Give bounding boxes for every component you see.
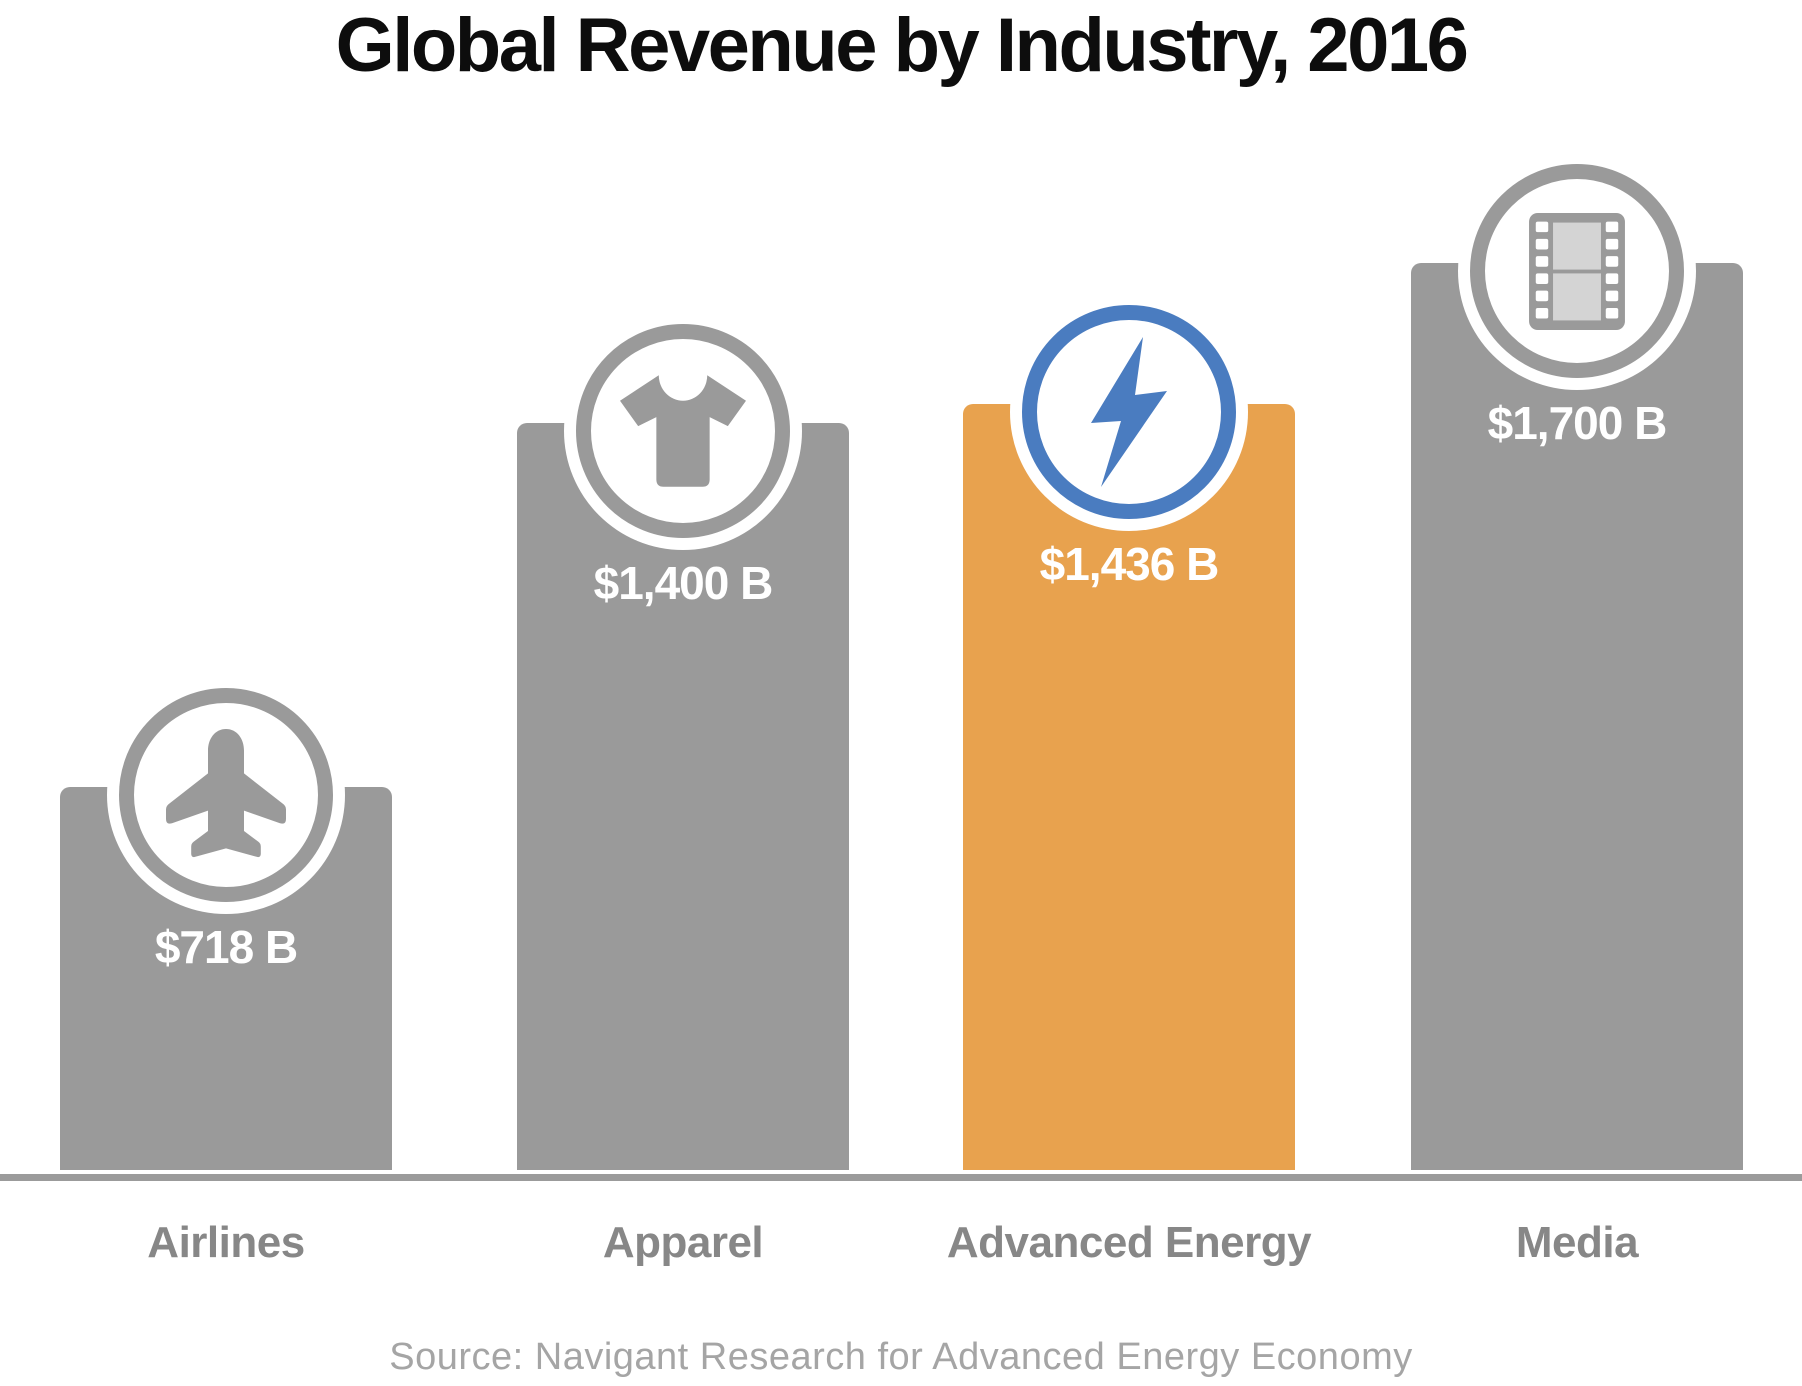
value-label-apparel: $1,400 B bbox=[593, 557, 774, 609]
category-label-apparel: Apparel bbox=[602, 1218, 764, 1267]
icon-ring-apparel bbox=[576, 324, 790, 538]
chart-title: Global Revenue by Industry, 2016 bbox=[335, 3, 1469, 88]
x-axis-line bbox=[0, 1174, 1802, 1181]
lightning-icon bbox=[1091, 337, 1167, 487]
icon-badge-airlines bbox=[107, 676, 345, 914]
bar-advanced-energy bbox=[963, 404, 1295, 1170]
icon-badge-apparel bbox=[564, 312, 802, 550]
category-label-media: Media bbox=[1515, 1218, 1639, 1267]
value-label-advanced-energy: $1,436 B bbox=[1039, 538, 1220, 590]
airplane-icon bbox=[166, 729, 286, 858]
icon-ring-airlines bbox=[119, 688, 333, 902]
icon-badge-advanced-energy bbox=[1010, 293, 1248, 531]
value-label-media: $1,700 B bbox=[1487, 397, 1668, 449]
category-label-advanced-energy: Advanced Energy bbox=[946, 1218, 1312, 1267]
source-note: Source: Navigant Research for Advanced E… bbox=[389, 1336, 1413, 1378]
icon-badge-media bbox=[1458, 152, 1696, 390]
tshirt-icon bbox=[620, 375, 746, 487]
icon-ring-media bbox=[1470, 164, 1684, 378]
icon-ring-advanced-energy bbox=[1022, 305, 1236, 519]
category-label-airlines: Airlines bbox=[147, 1218, 305, 1267]
bar-media bbox=[1411, 263, 1743, 1170]
film-icon bbox=[1529, 212, 1625, 330]
value-label-airlines: $718 B bbox=[154, 921, 298, 973]
